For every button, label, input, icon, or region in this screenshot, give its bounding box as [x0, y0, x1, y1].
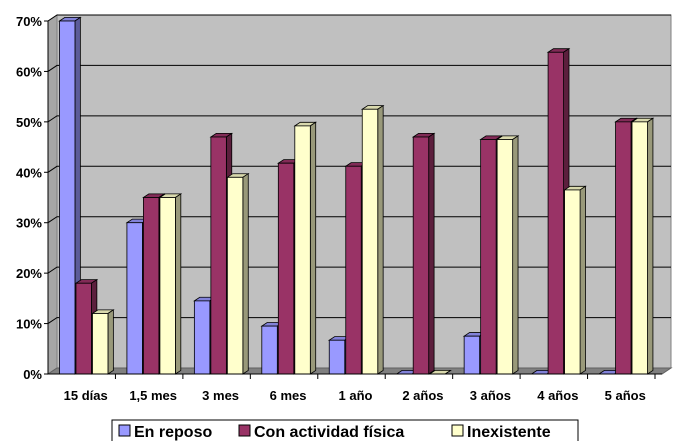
- bar-front: [496, 139, 514, 375]
- x-tick-label: 2 años: [402, 388, 443, 403]
- bar-front: [193, 300, 211, 375]
- y-tick-label: 0%: [23, 367, 42, 382]
- x-tick-label: 5 años: [605, 388, 646, 403]
- bar-front: [226, 176, 244, 375]
- bar-side: [647, 117, 654, 375]
- legend-label: Con actividad física: [254, 424, 404, 441]
- bar: [563, 185, 587, 375]
- bar: [158, 193, 183, 375]
- bar-front: [412, 136, 430, 375]
- bar-side: [309, 121, 317, 375]
- y-tick-label: 20%: [16, 266, 42, 281]
- gridline: [47, 266, 671, 274]
- legend-swatch: [238, 424, 251, 437]
- x-tick-label: 3 mes: [202, 388, 239, 403]
- bar: [293, 121, 318, 375]
- gridline: [47, 14, 671, 22]
- gridline: [47, 216, 671, 224]
- y-tick-label: 70%: [16, 14, 42, 29]
- bar-front: [75, 282, 92, 375]
- bar-side: [242, 172, 249, 375]
- bar-front: [547, 51, 564, 375]
- bar-front: [159, 197, 176, 375]
- y-tick-label: 10%: [16, 317, 42, 332]
- bar-front: [328, 339, 346, 375]
- bar-front: [210, 136, 227, 375]
- bar-side: [428, 132, 435, 375]
- legend-label: Inexistente: [467, 424, 551, 441]
- bar-front: [564, 189, 581, 375]
- bar-front: [480, 139, 497, 375]
- bar: [630, 117, 655, 375]
- x-tick-label: 6 mes: [270, 388, 307, 403]
- bar-front: [294, 125, 311, 375]
- y-tick-label: 50%: [16, 115, 42, 130]
- bar-front: [277, 162, 295, 375]
- x-tick-label: 4 años: [537, 388, 578, 403]
- x-tick-label: 1,5 mes: [129, 388, 177, 403]
- y-tick-label: 60%: [16, 64, 42, 79]
- bar-front: [631, 121, 648, 375]
- gridline: [47, 64, 671, 72]
- gridlines: [47, 14, 671, 324]
- bar-side: [175, 193, 182, 375]
- x-tick-label: 1 año: [339, 388, 373, 403]
- bar-side: [512, 135, 519, 375]
- bar: [411, 132, 436, 375]
- axes: 0% 10% 20% 30% 40% 50% 60% 70% 15 días 1,5 mes 3 m…: [16, 14, 662, 403]
- x-tick-label: 15 días: [64, 388, 108, 403]
- gridline: [47, 115, 671, 123]
- bars: [58, 16, 655, 375]
- gridline: [47, 165, 671, 173]
- bar-side: [377, 104, 384, 375]
- bar-front: [615, 121, 632, 375]
- bar: [91, 309, 115, 375]
- bar-front: [261, 325, 278, 375]
- bar-front: [345, 165, 362, 375]
- y-tick-label: 40%: [16, 165, 42, 180]
- bar-front: [92, 313, 109, 375]
- bar: [226, 172, 250, 375]
- legend: En reposo Con actividad física Inexistente: [111, 419, 579, 443]
- bar-side: [579, 185, 586, 375]
- bar-front: [143, 197, 160, 375]
- bar-front: [59, 20, 76, 375]
- bar: [360, 104, 385, 375]
- legend-swatch: [451, 424, 464, 437]
- bar-front: [463, 335, 481, 375]
- x-tick-label: 3 años: [470, 388, 511, 403]
- legend-swatch: [118, 424, 131, 437]
- gridline: [47, 317, 671, 324]
- bar-side: [444, 370, 451, 375]
- legend-label: En reposo: [134, 424, 212, 441]
- bar: [495, 135, 520, 375]
- bar-side: [107, 309, 114, 375]
- y-tick-label: 30%: [16, 216, 42, 231]
- bar-front: [126, 222, 143, 375]
- bar-front: [361, 108, 379, 375]
